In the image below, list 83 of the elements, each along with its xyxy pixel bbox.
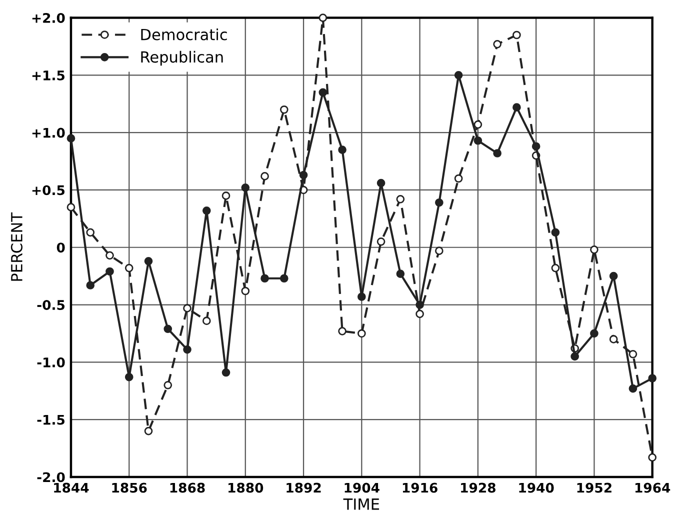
point	[570, 352, 579, 361]
point	[628, 384, 638, 393]
point	[280, 105, 288, 114]
point	[241, 286, 250, 296]
y-axis-title: PERCENT	[10, 212, 22, 281]
point	[202, 206, 211, 215]
point	[454, 71, 463, 80]
point	[396, 270, 405, 278]
legend-label: Republican	[141, 50, 223, 66]
point	[648, 374, 657, 382]
point	[512, 103, 521, 112]
y-tick-label: -0.5	[37, 300, 65, 310]
x-tick-label: 1904	[344, 482, 380, 493]
point	[164, 380, 172, 390]
point	[435, 246, 444, 255]
point	[280, 274, 288, 283]
point	[86, 228, 95, 237]
point	[106, 267, 114, 276]
y-tick-label: +1.0	[32, 128, 65, 138]
y-tick-label: +2.0	[32, 13, 65, 23]
point	[357, 292, 366, 301]
point	[318, 88, 328, 97]
x-tick-label: 1880	[228, 482, 264, 493]
x-tick-label: 1916	[402, 482, 438, 493]
x-tick-label: 1868	[170, 482, 205, 493]
point	[86, 281, 95, 290]
point	[551, 264, 560, 272]
legend-label: Democratic	[141, 28, 227, 40]
point	[144, 256, 153, 266]
y-tick-label: -1.0	[37, 357, 65, 368]
y-tick-label: -2.0	[37, 472, 65, 482]
point	[493, 149, 502, 158]
point	[609, 272, 618, 280]
x-tick-label: 1856	[112, 482, 147, 493]
point	[416, 300, 424, 309]
point	[357, 329, 366, 338]
point	[338, 327, 346, 336]
point	[609, 335, 618, 344]
x-axis-title: TIME	[343, 498, 380, 510]
y-tick-label: +1.5	[32, 70, 65, 80]
point	[222, 192, 230, 200]
point	[260, 274, 269, 283]
point	[106, 251, 114, 260]
y-tick-label: 0	[56, 242, 65, 253]
point	[590, 329, 598, 338]
point	[260, 172, 269, 180]
point	[396, 194, 405, 204]
x-tick-label: 1964	[635, 482, 670, 493]
point	[435, 198, 444, 207]
point	[590, 246, 598, 254]
x-tick-label: 1940	[519, 482, 554, 493]
x-tick-label: 1952	[577, 482, 612, 493]
point	[66, 134, 76, 142]
point	[241, 184, 250, 192]
point	[493, 40, 502, 48]
x-tick-label: 1892	[286, 482, 321, 493]
point	[183, 304, 192, 312]
point	[183, 345, 192, 354]
point	[338, 146, 346, 154]
point	[144, 426, 153, 436]
point	[628, 350, 638, 358]
y-tick-label: +0.5	[32, 185, 65, 196]
point	[532, 142, 540, 151]
point	[66, 203, 76, 212]
point	[648, 453, 657, 462]
y-tick-label: -1.5	[37, 414, 65, 425]
point	[551, 228, 560, 237]
point	[202, 316, 211, 326]
point	[124, 264, 134, 272]
point	[222, 368, 230, 377]
point	[299, 170, 308, 180]
point	[474, 136, 482, 145]
point	[454, 174, 463, 183]
point	[124, 372, 134, 382]
point	[376, 178, 386, 188]
point	[416, 310, 424, 318]
point	[318, 14, 328, 22]
point	[164, 324, 172, 334]
x-tick-label: 1844	[54, 482, 89, 493]
x-tick-label: 1928	[461, 482, 496, 493]
point	[376, 237, 386, 246]
point	[474, 120, 482, 129]
point	[512, 30, 521, 40]
